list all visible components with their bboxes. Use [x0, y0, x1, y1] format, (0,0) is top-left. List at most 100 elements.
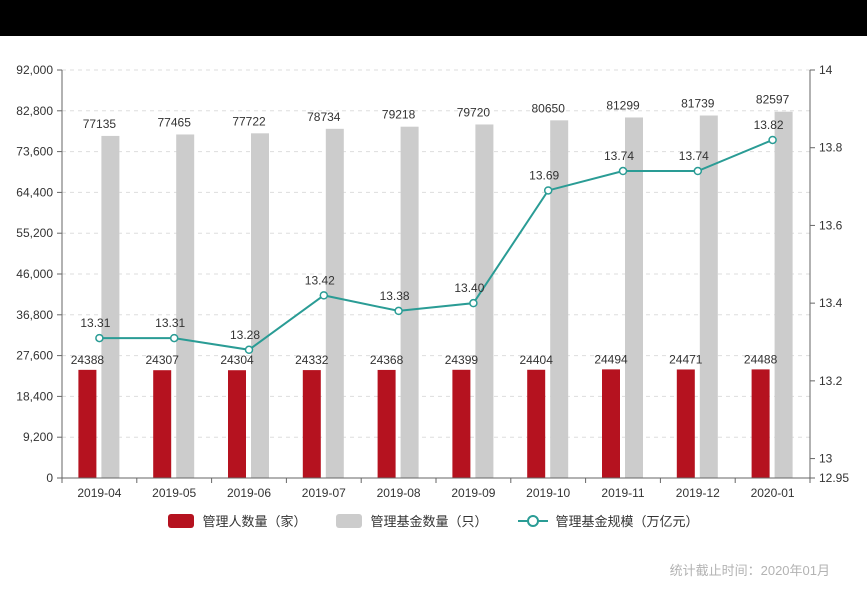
right-axis-tick-label: 12.95 — [819, 471, 849, 485]
left-axis-tick-label: 73,600 — [16, 145, 53, 159]
manager-count-label: 24388 — [71, 353, 105, 367]
x-axis-category-label: 2019-10 — [526, 486, 570, 500]
manager-count-bar — [751, 369, 770, 478]
fund-scale-point — [693, 166, 703, 176]
fund-scale-label: 13.82 — [754, 118, 784, 132]
fund-count-label: 81299 — [606, 98, 640, 112]
fund-count-label: 80650 — [532, 101, 566, 115]
x-axis-category-label: 2019-08 — [377, 486, 421, 500]
fund-scale-line — [99, 139, 773, 351]
fund-count-label: 77722 — [232, 114, 266, 128]
right-axis-tick-label: 13.4 — [819, 296, 843, 310]
x-axis-category-label: 2019-06 — [227, 486, 271, 500]
fund-count-label: 78734 — [307, 110, 341, 124]
right-axis-tick-label: 13.6 — [819, 218, 843, 232]
left-axis-tick-label: 55,200 — [16, 226, 53, 240]
manager-count-bar — [228, 370, 246, 478]
fund-count-bar — [176, 134, 195, 478]
right-axis-tick-label: 14 — [819, 63, 833, 77]
left-axis-tick-label: 82,800 — [16, 104, 53, 118]
fund-scale-label: 13.31 — [80, 316, 110, 330]
fund-count-swatch — [336, 513, 363, 528]
left-axis-tick-label: 18,400 — [16, 389, 53, 403]
manager-count-label: 24368 — [370, 353, 404, 367]
top-black-bar — [0, 0, 867, 36]
fund-scale-point — [768, 135, 777, 145]
manager-count-bar — [377, 369, 396, 478]
fund-count-bar — [550, 120, 569, 479]
manager-count-swatch — [168, 513, 195, 528]
fund-count-label: 79218 — [382, 108, 416, 122]
fund-scale-point — [469, 298, 478, 308]
fund-count-bar — [699, 115, 718, 478]
fund-scale-line-marker-icon — [517, 514, 548, 528]
fund-count-bar — [251, 133, 269, 478]
left-axis-tick-label: 64,400 — [16, 185, 53, 199]
manager-count-label: 24488 — [744, 352, 778, 366]
right-axis-tick-label: 13.8 — [819, 141, 843, 155]
manager-count-label: 24404 — [520, 353, 554, 367]
x-axis-category-label: 2020-01 — [751, 486, 795, 500]
manager-count-label: 24307 — [146, 353, 180, 367]
manager-count-label: 24471 — [669, 352, 703, 366]
fund-scale-label: 13.40 — [454, 281, 484, 295]
left-axis-tick-label: 36,800 — [16, 308, 53, 322]
manager-count-bar — [78, 369, 97, 478]
x-axis-category-label: 2019-07 — [302, 486, 346, 500]
fund-count-bar — [475, 124, 494, 478]
fund-scale-point — [319, 291, 329, 300]
fund-count-bar — [325, 128, 344, 478]
left-axis-tick-label: 0 — [46, 471, 53, 485]
legend-label-fund-scale: 管理基金规模（万亿元） — [555, 514, 699, 529]
fund-count-bar — [774, 111, 793, 479]
fund-count-label: 77465 — [158, 115, 192, 129]
fund-scale-label: 13.74 — [679, 149, 709, 163]
manager-count-bar — [153, 370, 172, 478]
fund-scale-point — [618, 166, 628, 176]
fund-count-label: 82597 — [756, 93, 790, 107]
legend-label-manager-count: 管理人数量（家） — [202, 514, 307, 529]
manager-count-bar — [302, 370, 321, 478]
legend-item-fund-scale[interactable]: 管理基金规模（万亿元） — [517, 511, 699, 530]
manager-count-bar — [676, 369, 695, 478]
x-axis-category-label: 2019-11 — [601, 486, 644, 500]
manager-count-label: 24399 — [445, 353, 479, 367]
fund-scale-point — [244, 345, 254, 355]
x-axis-category-label: 2019-05 — [152, 486, 196, 500]
left-axis-tick-label: 46,000 — [16, 267, 53, 281]
fund-count-bar — [625, 117, 643, 479]
fund-count-bar — [101, 135, 120, 479]
fund-scale-label: 13.28 — [230, 328, 260, 342]
legend-item-manager-count[interactable]: 管理人数量（家） — [168, 511, 306, 530]
left-axis-tick-label: 9,200 — [23, 430, 53, 444]
x-axis-category-label: 2019-04 — [77, 486, 121, 500]
fund-scale-label: 13.42 — [305, 273, 335, 287]
fund-scale-label: 13.74 — [604, 149, 634, 163]
fund-count-bar — [400, 126, 419, 478]
manager-count-bar — [527, 369, 546, 478]
manager-count-label: 24304 — [220, 353, 254, 367]
fund-scale-label: 13.69 — [529, 168, 559, 182]
right-axis-tick-label: 13 — [819, 452, 833, 466]
fund-count-label: 81739 — [681, 97, 715, 111]
x-axis-category-label: 2019-12 — [676, 486, 720, 500]
left-axis-tick-label: 92,000 — [16, 63, 53, 77]
left-axis-tick-label: 27,600 — [16, 349, 53, 363]
legend-item-fund-count[interactable]: 管理基金数量（只） — [336, 511, 488, 530]
manager-count-bar — [602, 369, 620, 478]
right-axis-tick-label: 13.2 — [819, 374, 843, 388]
x-axis-category-label: 2019-09 — [451, 486, 495, 500]
fund-scale-point — [543, 186, 553, 195]
manager-count-label: 24494 — [594, 352, 628, 366]
manager-count-bar — [452, 369, 471, 478]
fund-scale-point — [169, 333, 179, 343]
fund-scale-label: 13.31 — [155, 316, 185, 330]
legend-label-fund-count: 管理基金数量（只） — [370, 514, 488, 529]
statistics-cutoff-note: 统计截止时间：2020年01月 — [669, 563, 830, 578]
fund-scale-point — [95, 333, 104, 343]
fund-count-label: 77135 — [83, 117, 117, 131]
fund-count-label: 79720 — [457, 105, 491, 119]
fund-scale-label: 13.38 — [380, 289, 410, 303]
chart-legend: 管理人数量（家） 管理基金数量（只） 管理基金规模（万亿元） — [0, 511, 867, 530]
